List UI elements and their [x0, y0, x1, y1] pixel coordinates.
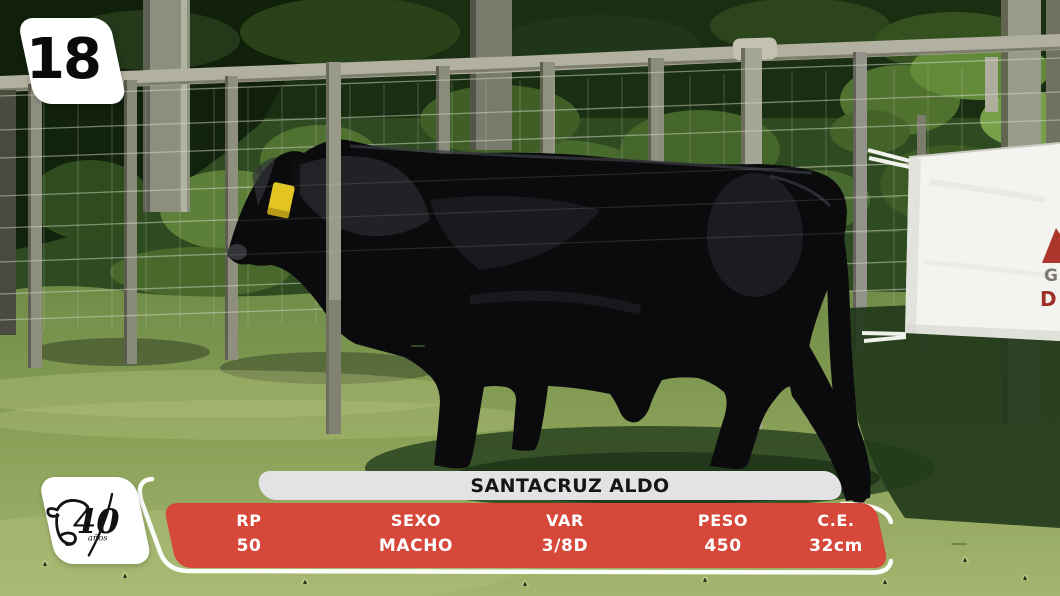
animal-name: SANTACRUZ ALDO [470, 474, 670, 497]
logo-40: 40 [73, 502, 120, 541]
column-value: MACHO [378, 536, 454, 556]
animal-data-bar: RP 50 SEXO MACHO VAR 3/8D PESO 450 C.E. … [163, 503, 889, 568]
column-value: 3/8D [541, 536, 589, 556]
banner-letter-bottom: D [1040, 287, 1057, 311]
data-column-var: VAR 3/8D [542, 503, 588, 555]
foreground-fence-post [229, 62, 901, 434]
bull-far-hind-leg [788, 330, 871, 501]
animal-name-pill: SANTACRUZ ALDO [256, 471, 845, 500]
banner-letter-top: G [1044, 266, 1058, 286]
column-value: 50 [236, 536, 262, 556]
animal-data-bar-bg [163, 503, 889, 568]
column-value: 450 [704, 536, 742, 556]
data-column-sexo: SEXO MACHO [379, 503, 453, 555]
ear-tag [267, 182, 295, 219]
brand-logo-box: 40 años [38, 477, 153, 564]
column-label: RP [236, 511, 262, 530]
column-label: SEXO [390, 511, 442, 530]
lot-number: 18 [26, 26, 102, 92]
column-value: 32cm [809, 536, 863, 556]
column-label: C.E. [817, 511, 855, 530]
lot-number-badge: 18 [17, 18, 128, 104]
sponsor-banner: G D [861, 142, 1060, 343]
column-label: VAR [546, 511, 584, 530]
cow-head-40-years-logo: 40 años [46, 492, 120, 557]
data-column-peso: PESO 450 [698, 503, 748, 555]
data-column-rp: RP 50 [236, 503, 261, 555]
banner-ties [861, 148, 911, 343]
banner-logo-triangle [1042, 228, 1060, 263]
data-column-ce: C.E. 32cm [809, 503, 863, 555]
column-label: PESO [697, 511, 749, 530]
